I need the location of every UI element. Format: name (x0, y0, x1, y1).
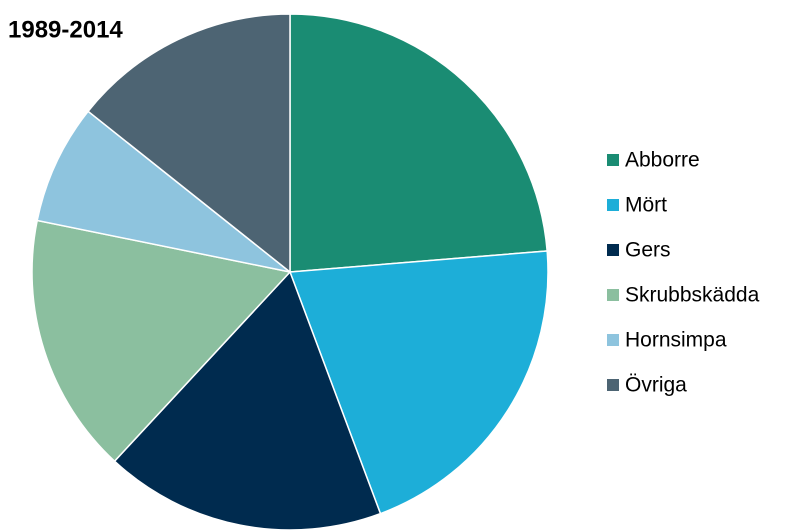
legend-label: Hornsimpa (625, 329, 727, 352)
pie-slice (288, 250, 549, 515)
legend-label: Mört (625, 194, 667, 217)
pie-slice (36, 110, 291, 273)
chart-title: 1989-2014 (8, 16, 123, 43)
legend-label: Abborre (625, 149, 700, 172)
legend-swatch (607, 334, 619, 346)
legend-swatch (607, 379, 619, 391)
legend-label: Gers (625, 239, 671, 262)
legend-swatch (607, 244, 619, 256)
pie-slice (31, 219, 292, 463)
pie-slice (87, 13, 291, 274)
legend-label: Övriga (625, 374, 687, 397)
legend-swatch (607, 154, 619, 166)
legend-label: Skrubbskädda (625, 284, 760, 307)
legend-swatch (607, 199, 619, 211)
pie-slice (113, 270, 382, 530)
legend-swatch (607, 289, 619, 301)
pie-slice (289, 13, 548, 273)
